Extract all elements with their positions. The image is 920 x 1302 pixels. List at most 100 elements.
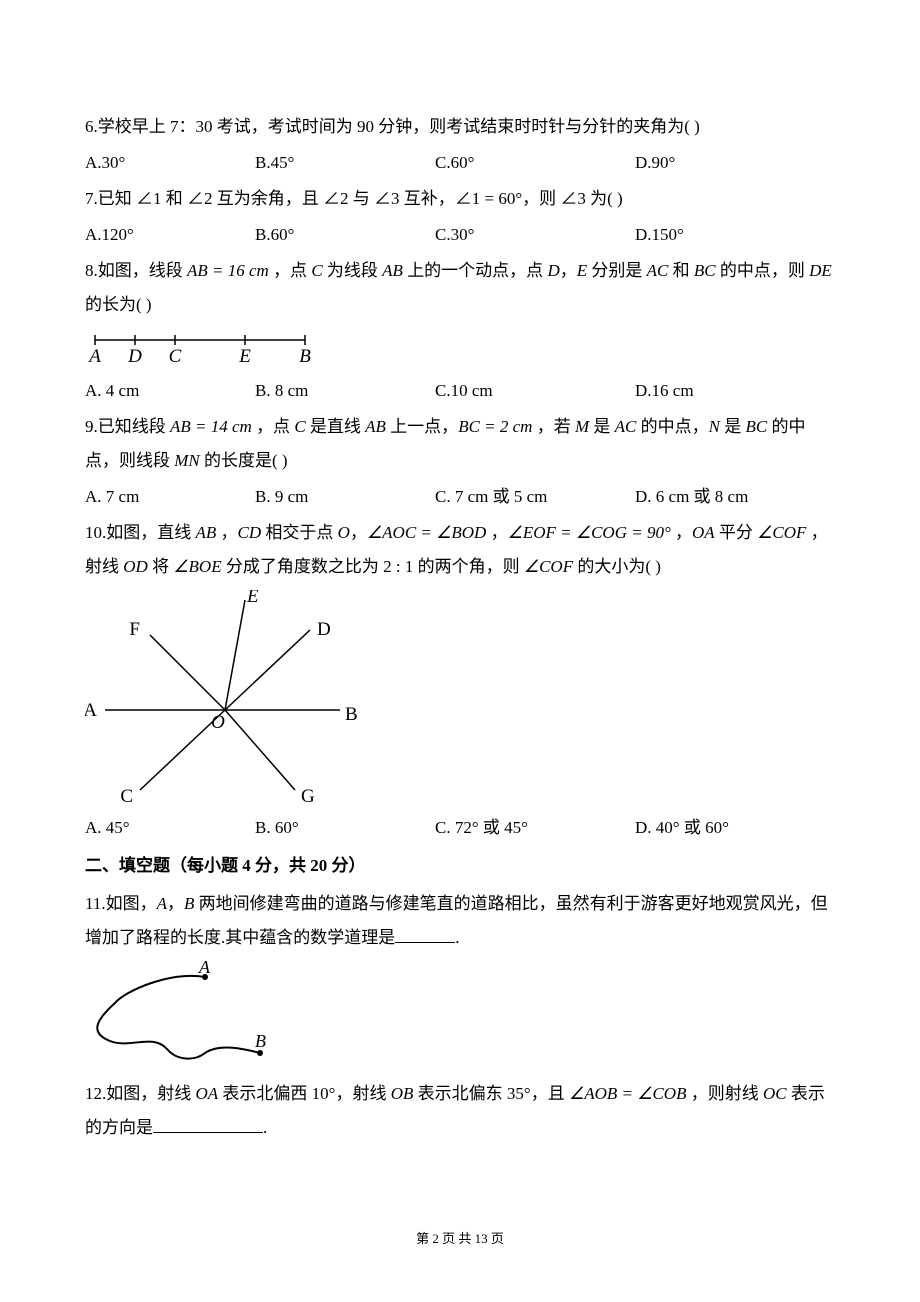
q12-mid5: ，则射线 <box>686 1084 763 1103</box>
svg-text:A: A <box>198 961 211 977</box>
svg-text:B: B <box>255 1031 266 1051</box>
q7-opt-c: C.30° <box>435 218 635 252</box>
q10-ratio: 2 : 1 <box>383 557 413 576</box>
q9-eq1: AB = 14 cm <box>170 417 252 436</box>
q9-ptc: C <box>294 417 305 436</box>
q8-pte: E <box>577 261 587 280</box>
q7-mid3: 与 <box>349 189 375 208</box>
page-footer: 第 2 页 共 13 页 <box>0 1226 920 1252</box>
q10-seg4: OD <box>123 557 148 576</box>
q12-mid2: ，射线 <box>335 1084 390 1103</box>
q8-prefix: 8.如图，线段 <box>85 261 187 280</box>
q10-prefix: 10.如图，直线 <box>85 523 196 542</box>
q7-mid5: ，则 <box>522 189 560 208</box>
svg-text:B: B <box>299 346 311 367</box>
q12-deg2: 35° <box>507 1084 531 1103</box>
q10-pto: O <box>338 523 350 542</box>
q9-seg1: AB <box>365 417 386 436</box>
q8-ptc: C <box>311 261 322 280</box>
svg-text:A: A <box>85 700 97 721</box>
q8-figure: A D C E B <box>85 328 835 368</box>
q12-mid3: 表示北偏东 <box>413 1084 507 1103</box>
q10-mid6: 平分 <box>715 523 758 542</box>
q8-mid6: 和 <box>668 261 694 280</box>
q10-mid5: ， <box>671 523 692 542</box>
q12-prefix: 12.如图，射线 <box>85 1084 196 1103</box>
q9-prefix: 9.已知线段 <box>85 417 170 436</box>
q8-opt-d: D.16 cm <box>635 374 785 408</box>
q7-eq1: ∠1 = 60° <box>455 189 522 208</box>
q9-mid7: 是 <box>720 417 746 436</box>
q8-ptd: D <box>547 261 559 280</box>
q11-pta: A <box>157 894 167 913</box>
q9-options: A. 7 cm B. 9 cm C. 7 cm 或 5 cm D. 6 cm 或… <box>85 480 835 514</box>
q11-suffix: . <box>455 928 459 947</box>
q7-prefix: 7.已知 <box>85 189 136 208</box>
q9-ptn: N <box>709 417 720 436</box>
q9-mid5: 是 <box>589 417 615 436</box>
q7-angle2a: ∠2 <box>187 189 213 208</box>
q10-ang1: ∠COF <box>757 523 806 542</box>
q6-opt-c: C.60° <box>435 146 635 180</box>
question-12: 12.如图，射线 OA 表示北偏西 10°，射线 OB 表示北偏东 35°，且 … <box>85 1077 835 1145</box>
q10-opt-d: D. 40° 或 60° <box>635 811 785 845</box>
q12-mid1: 表示北偏西 <box>218 1084 312 1103</box>
q7-mid4: 互补， <box>400 189 455 208</box>
svg-text:C: C <box>169 346 182 367</box>
q12-eq1: ∠AOB = ∠COB <box>569 1084 687 1103</box>
q10-mid10: 的两个角，则 <box>413 557 524 576</box>
q7-mid2: 互为余角，且 <box>213 189 324 208</box>
q8-seg1: AB <box>382 261 403 280</box>
question-8: 8.如图，线段 AB = 16 cm ，点 C 为线段 AB 上的一个动点，点 … <box>85 254 835 322</box>
q9-seg3: BC <box>745 417 767 436</box>
q10-mid3: ， <box>350 523 367 542</box>
q7-angle3b: ∠3 <box>560 189 586 208</box>
q9-mid4: ，若 <box>532 417 575 436</box>
q9-opt-a: A. 7 cm <box>85 480 255 514</box>
q9-opt-b: B. 9 cm <box>255 480 435 514</box>
q6-options: A.30° B.45° C.60° D.90° <box>85 146 835 180</box>
q8-mid3: 上的一个动点，点 <box>403 261 548 280</box>
q6-opt-d: D.90° <box>635 146 785 180</box>
q6-opt-b: B.45° <box>255 146 435 180</box>
q9-seg2: AC <box>615 417 637 436</box>
q10-mid2: 相交于点 <box>261 523 338 542</box>
q6-text: 6.学校早上 7：30 考试，考试时间为 90 分钟，则考试结束时时针与分针的夹… <box>85 117 700 136</box>
q10-seg3: OA <box>692 523 715 542</box>
q10-mid1: ， <box>216 523 237 542</box>
q9-mid6: 的中点， <box>636 417 708 436</box>
q12-seg2: OB <box>391 1084 414 1103</box>
q12-mid4: ，且 <box>531 1084 569 1103</box>
svg-text:E: E <box>246 590 259 607</box>
q8-eq1: AB = 16 cm <box>187 261 269 280</box>
q12-blank <box>153 1116 263 1133</box>
q10-ang2: ∠BOE <box>173 557 221 576</box>
svg-text:E: E <box>238 346 251 367</box>
q8-mid1: ，点 <box>269 261 312 280</box>
q10-mid8: 将 <box>148 557 174 576</box>
q10-mid4: ， <box>486 523 507 542</box>
q9-seg4: MN <box>174 451 200 470</box>
q10-seg2: CD <box>238 523 262 542</box>
q10-suffix: 的大小为( ) <box>573 557 661 576</box>
q9-mid2: 是直线 <box>306 417 366 436</box>
q8-options: A. 4 cm B. 8 cm C.10 cm D.16 cm <box>85 374 835 408</box>
q10-opt-a: A. 45° <box>85 811 255 845</box>
q8-opt-c: C.10 cm <box>435 374 635 408</box>
q9-opt-c: C. 7 cm 或 5 cm <box>435 480 635 514</box>
svg-text:A: A <box>87 346 101 367</box>
question-10: 10.如图，直线 AB ，CD 相交于点 O，∠AOC = ∠BOD ，∠EOF… <box>85 516 835 584</box>
q7-mid1: 和 <box>162 189 188 208</box>
q12-suffix: . <box>263 1118 267 1137</box>
q11-figure: A B <box>85 961 835 1071</box>
q10-options: A. 45° B. 60° C. 72° 或 45° D. 40° 或 60° <box>85 811 835 845</box>
q11-blank <box>395 926 455 943</box>
question-9: 9.已知线段 AB = 14 cm ，点 C 是直线 AB 上一点，BC = 2… <box>85 410 835 478</box>
question-11: 11.如图，A，B 两地间修建弯曲的道路与修建笔直的道路相比，虽然有利于游客更好… <box>85 887 835 955</box>
q8-seg2: AC <box>647 261 669 280</box>
q9-suffix: 的长度是( ) <box>200 451 288 470</box>
q10-opt-b: B. 60° <box>255 811 435 845</box>
svg-text:D: D <box>127 346 142 367</box>
q10-figure: A B C D E F G O <box>85 590 835 805</box>
q7-opt-a: A.120° <box>85 218 255 252</box>
